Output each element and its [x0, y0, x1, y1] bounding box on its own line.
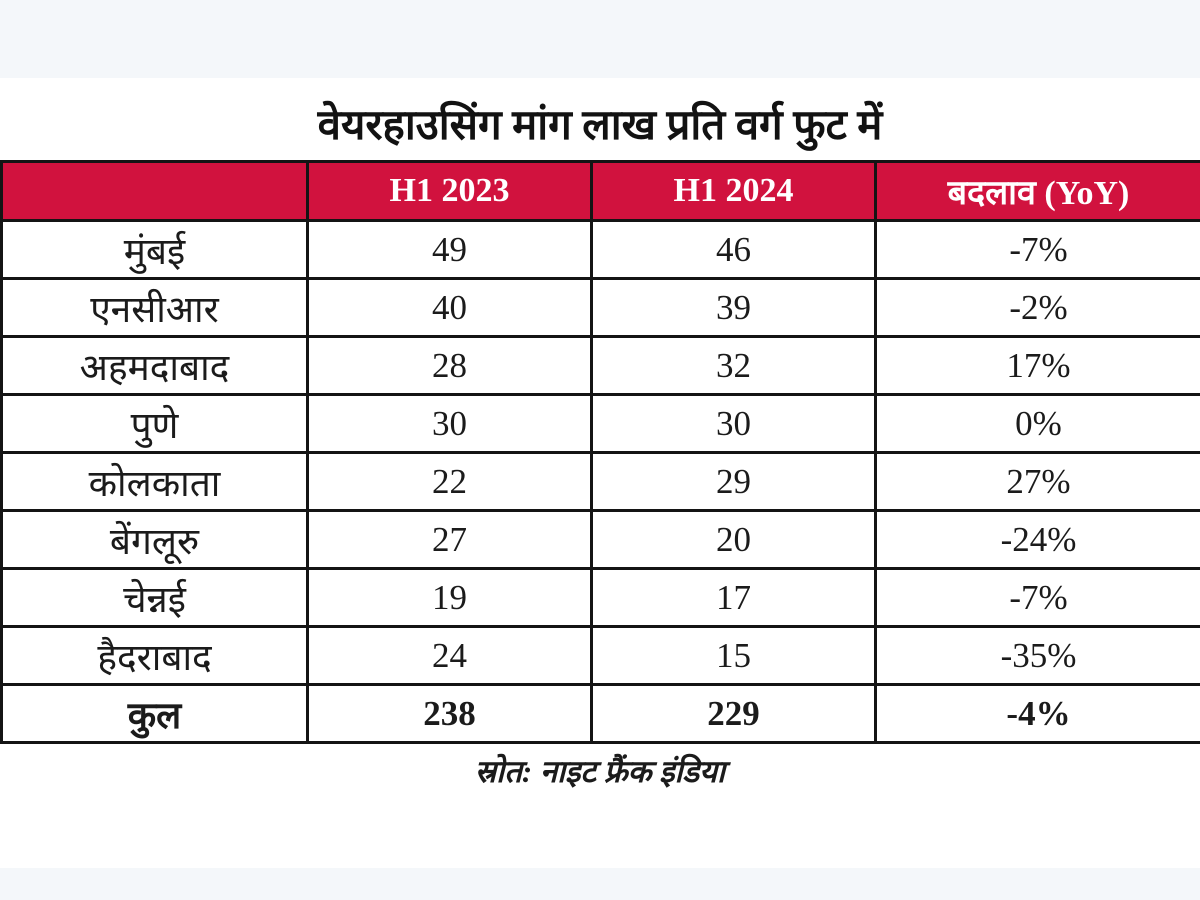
header-h1-2024: H1 2024: [590, 160, 877, 223]
h1-2023-cell: 24: [306, 625, 593, 687]
city-cell: बेंगलूरु: [0, 509, 309, 571]
city-cell: पुणे: [0, 393, 309, 455]
table-header-row: H1 2023 H1 2024 बदलाव (YoY): [0, 160, 1200, 223]
yoy-cell: -24%: [874, 509, 1200, 571]
source-note: स्रोत: नाइट फ्रैंक इंडिया: [474, 754, 726, 790]
h1-2024-cell: 20: [590, 509, 877, 571]
h1-2024-cell: 17: [590, 567, 877, 629]
table-body: मुंबई 49 46 -7% एनसीआर 40 39 -2% अहमदाबाद 28 32 17%…: [0, 219, 1200, 745]
table-row: एनसीआर 40 39 -2%: [0, 277, 1200, 339]
h1-2023-cell: 238: [306, 683, 593, 745]
table-row: अहमदाबाद 28 32 17%: [0, 335, 1200, 397]
h1-2023-cell: 19: [306, 567, 593, 629]
table-row: मुंबई 49 46 -7%: [0, 219, 1200, 281]
top-band: [0, 0, 1200, 78]
h1-2024-cell: 46: [590, 219, 877, 281]
table-row: बेंगलूरु 27 20 -24%: [0, 509, 1200, 571]
h1-2023-cell: 30: [306, 393, 593, 455]
city-cell: चेन्नई: [0, 567, 309, 629]
yoy-cell: -4%: [874, 683, 1200, 745]
chart-title: वेयरहाउसिंग मांग लाख प्रति वर्ग फुट में: [317, 103, 883, 149]
h1-2024-cell: 30: [590, 393, 877, 455]
yoy-cell: -7%: [874, 219, 1200, 281]
city-cell: कुल: [0, 683, 309, 745]
bottom-band: [0, 868, 1200, 900]
yoy-cell: -35%: [874, 625, 1200, 687]
h1-2023-cell: 22: [306, 451, 593, 513]
h1-2024-cell: 15: [590, 625, 877, 687]
table-row: कोलकाता 22 29 27%: [0, 451, 1200, 513]
city-cell: हैदराबाद: [0, 625, 309, 687]
table-row: पुणे 30 30 0%: [0, 393, 1200, 455]
header-yoy-change: बदलाव (YoY): [874, 160, 1200, 223]
city-cell: एनसीआर: [0, 277, 309, 339]
city-cell: मुंबई: [0, 219, 309, 281]
table-total-row: कुल 238 229 -4%: [0, 683, 1200, 745]
h1-2023-cell: 40: [306, 277, 593, 339]
h1-2024-cell: 39: [590, 277, 877, 339]
yoy-cell: 27%: [874, 451, 1200, 513]
yoy-cell: 0%: [874, 393, 1200, 455]
table-row: हैदराबाद 24 15 -35%: [0, 625, 1200, 687]
yoy-cell: 17%: [874, 335, 1200, 397]
yoy-cell: -7%: [874, 567, 1200, 629]
h1-2023-cell: 49: [306, 219, 593, 281]
h1-2024-cell: 32: [590, 335, 877, 397]
header-h1-2023: H1 2023: [306, 160, 593, 223]
city-cell: कोलकाता: [0, 451, 309, 513]
content-area: वेयरहाउसिंग मांग लाख प्रति वर्ग फुट में …: [0, 78, 1200, 792]
table-row: चेन्नई 19 17 -7%: [0, 567, 1200, 629]
h1-2023-cell: 28: [306, 335, 593, 397]
yoy-cell: -2%: [874, 277, 1200, 339]
city-cell: अहमदाबाद: [0, 335, 309, 397]
header-city-blank: [0, 160, 309, 223]
h1-2024-cell: 29: [590, 451, 877, 513]
h1-2024-cell: 229: [590, 683, 877, 745]
h1-2023-cell: 27: [306, 509, 593, 571]
warehousing-demand-table: H1 2023 H1 2024 बदलाव (YoY) मुंबई 49 46 -7%…: [0, 160, 1200, 745]
